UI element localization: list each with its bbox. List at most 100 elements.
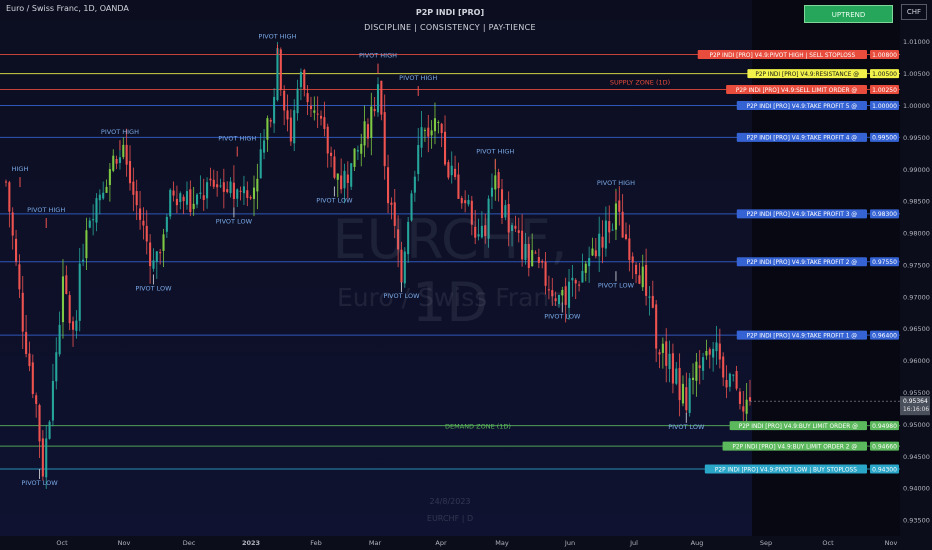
y-tick-label: 0.99500 xyxy=(903,134,930,142)
candle-body xyxy=(413,176,416,193)
candle-body xyxy=(541,260,544,263)
candle-body xyxy=(350,163,353,187)
candle-body xyxy=(655,304,658,349)
price-line-tag xyxy=(736,257,867,267)
candle-body xyxy=(61,276,65,323)
x-tick-label: Nov xyxy=(118,539,131,547)
candle-body xyxy=(269,120,272,122)
candle-body xyxy=(323,117,326,129)
candle-body xyxy=(521,230,524,260)
candle-body xyxy=(517,230,520,233)
price-line-value: 1.00800 xyxy=(872,52,897,59)
candle-body xyxy=(41,438,44,477)
currency-button[interactable]: CHF xyxy=(901,4,927,20)
candle-body xyxy=(661,343,664,353)
candle-body xyxy=(159,252,162,254)
x-tick-label: Dec xyxy=(183,539,196,547)
candle-body xyxy=(561,289,564,296)
candle-body xyxy=(490,187,493,197)
candle-body xyxy=(487,198,490,239)
pivot-high-label: PIVOT HIGH xyxy=(27,206,65,214)
candle-body xyxy=(447,162,450,178)
candle-body xyxy=(678,367,681,401)
price-line-value: 0.96400 xyxy=(872,332,897,339)
candle-body xyxy=(145,225,148,242)
candle-body xyxy=(128,161,132,184)
y-tick-label: 0.96500 xyxy=(903,325,930,333)
candle-body xyxy=(65,275,68,294)
price-axis[interactable] xyxy=(900,0,932,550)
price-line-value: 0.97550 xyxy=(872,259,897,266)
price-line-value: 0.94300 xyxy=(872,466,897,473)
candle-body xyxy=(651,295,654,308)
candle-body xyxy=(393,202,396,226)
pivot-high-label: HIGH xyxy=(12,165,29,173)
candle-body xyxy=(387,167,390,204)
candle-body xyxy=(681,383,685,404)
watermark-description: Euro / Swiss Franc xyxy=(337,283,563,312)
x-tick-label: Aug xyxy=(691,539,704,547)
candle-body xyxy=(407,221,410,255)
candle-body xyxy=(645,264,648,296)
x-tick-label: Sep xyxy=(760,539,772,547)
candle-body xyxy=(437,122,440,124)
trend-badge: UPTREND xyxy=(804,5,893,23)
watermark-date: 24/8/2023 xyxy=(429,497,471,506)
candle-body xyxy=(216,184,219,188)
current-price-box xyxy=(900,396,930,416)
candle-body xyxy=(571,277,574,281)
candle-body xyxy=(88,220,91,228)
y-tick-label: 0.93500 xyxy=(903,517,930,525)
candle-body xyxy=(735,371,738,389)
price-line-tag-label: P2P INDI [PRO] V4.9:TAKE PROFIT 2 @ xyxy=(747,260,858,266)
price-line-value-box xyxy=(870,69,899,79)
candle-body xyxy=(742,406,745,412)
candle-body xyxy=(28,353,31,367)
candle-body xyxy=(38,405,41,442)
candle-body xyxy=(125,144,128,165)
candle-body xyxy=(715,342,718,352)
candle-body xyxy=(279,49,282,91)
price-line-tag-label: P2P INDI [PRO] V4.9:TAKE PROFIT 5 @ xyxy=(747,104,858,110)
y-tick-label: 0.96000 xyxy=(903,357,930,365)
candle-body xyxy=(604,220,607,249)
candle-body xyxy=(319,115,323,119)
candle-body xyxy=(460,197,463,204)
candle-body xyxy=(467,199,470,205)
y-tick-label: 0.99000 xyxy=(903,166,930,174)
candle-body xyxy=(309,105,313,110)
candle-body xyxy=(470,200,473,225)
price-line-tag xyxy=(736,330,867,340)
candle-body xyxy=(199,192,202,194)
candle-body xyxy=(564,286,567,305)
candle-body xyxy=(343,170,346,189)
candle-body xyxy=(115,159,118,164)
pivot-low-label: PIVOT LOW xyxy=(383,292,420,300)
candle-body xyxy=(226,189,229,192)
candle-body xyxy=(219,185,222,187)
price-line-tag-label: P2P INDI [PRO] V4.9:RESISTANCE @ xyxy=(755,72,859,78)
candle-body xyxy=(169,189,172,217)
y-tick-label: 0.94000 xyxy=(903,485,930,493)
candle-body xyxy=(286,110,289,120)
candle-body xyxy=(152,260,155,269)
time-axis[interactable] xyxy=(0,536,900,550)
candle-body xyxy=(192,203,195,210)
candle-body xyxy=(293,110,296,144)
candle-body xyxy=(427,127,430,137)
y-tick-label: 0.95500 xyxy=(903,389,930,397)
bar-countdown: 16:16:06 xyxy=(903,407,929,413)
candle-body xyxy=(514,225,517,229)
candle-body xyxy=(390,202,393,205)
candle-body xyxy=(25,332,28,354)
candle-body xyxy=(232,182,235,200)
candle-body xyxy=(671,353,674,384)
price-line-tag xyxy=(726,85,867,95)
price-line-value: 1.00000 xyxy=(872,103,897,110)
price-line-value-box xyxy=(870,100,899,110)
symbol-title[interactable]: Euro / Swiss Franc, 1D, OANDA xyxy=(6,4,129,13)
candle-body xyxy=(296,88,299,114)
candle-body xyxy=(172,190,175,196)
candle-body xyxy=(340,175,343,190)
